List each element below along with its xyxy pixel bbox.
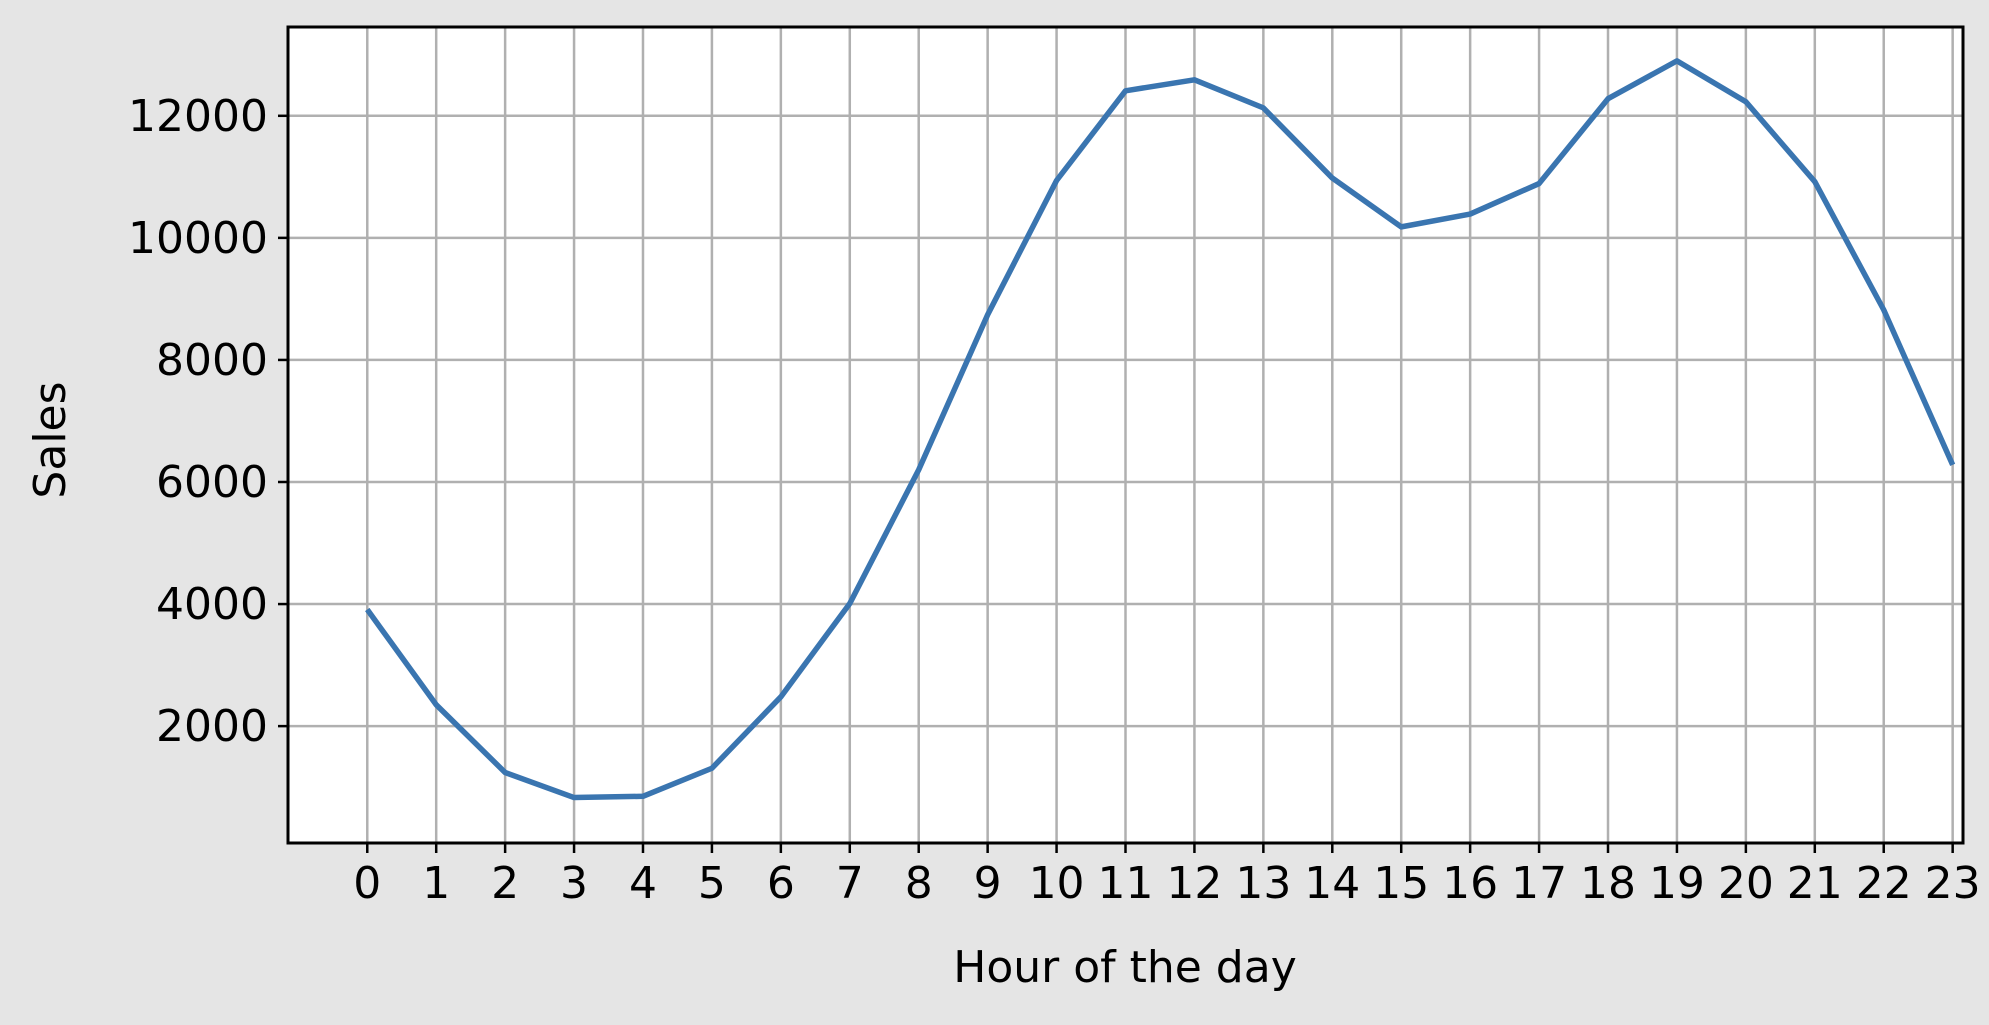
- grid-lines: [288, 27, 1963, 843]
- y-tick-label: 10000: [128, 213, 268, 264]
- x-tick-label: 4: [629, 858, 657, 909]
- x-tick-label: 6: [767, 858, 795, 909]
- y-axis-label: Sales: [25, 381, 76, 498]
- y-tick-label: 2000: [156, 701, 268, 752]
- x-tick-label: 21: [1787, 858, 1843, 909]
- x-tick-label: 8: [905, 858, 933, 909]
- x-tick-label: 2: [491, 858, 519, 909]
- x-tick-label: 7: [836, 858, 864, 909]
- y-tick-label: 6000: [156, 457, 268, 508]
- y-axis: 2000 4000 6000 8000 10000 12000: [128, 91, 288, 752]
- data-series: [365, 58, 1956, 801]
- x-tick-label: 3: [560, 858, 588, 909]
- x-tick-label: 12: [1166, 858, 1222, 909]
- x-tick-label: 16: [1442, 858, 1498, 909]
- x-tick-label: 9: [974, 858, 1002, 909]
- x-tick-label: 22: [1856, 858, 1912, 909]
- x-axis: 0 1 2 3 4 5 6 7 8 9 10 11 12 13 14 15 16 17 18 19 20 21 22 23: [353, 843, 1981, 909]
- x-tick-label: 15: [1373, 858, 1429, 909]
- x-tick-label: 10: [1029, 858, 1085, 909]
- x-axis-label: Hour of the day: [953, 942, 1297, 993]
- x-tick-label: 5: [698, 858, 726, 909]
- x-tick-label: 13: [1235, 858, 1291, 909]
- x-tick-label: 18: [1580, 858, 1636, 909]
- y-tick-label: 8000: [156, 335, 268, 386]
- y-tick-label: 4000: [156, 579, 268, 630]
- x-tick-label: 0: [353, 858, 381, 909]
- sales-series-line: [365, 58, 1956, 801]
- x-tick-label: 20: [1718, 858, 1774, 909]
- x-tick-label: 11: [1098, 858, 1154, 909]
- x-tick-label: 17: [1511, 858, 1567, 909]
- x-tick-label: 1: [422, 858, 450, 909]
- x-tick-label: 23: [1925, 858, 1981, 909]
- x-tick-label: 19: [1649, 858, 1705, 909]
- y-tick-label: 12000: [128, 91, 268, 142]
- x-tick-label: 14: [1304, 858, 1360, 909]
